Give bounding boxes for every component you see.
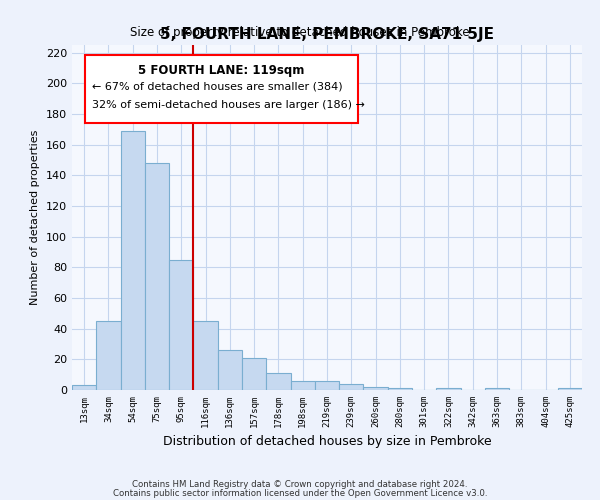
Text: Contains public sector information licensed under the Open Government Licence v3: Contains public sector information licen…	[113, 488, 487, 498]
Text: Contains HM Land Registry data © Crown copyright and database right 2024.: Contains HM Land Registry data © Crown c…	[132, 480, 468, 489]
Bar	[169, 260, 193, 390]
Text: Size of property relative to detached houses in Pembroke: Size of property relative to detached ho…	[130, 26, 470, 39]
Bar	[145, 163, 169, 390]
Bar	[121, 131, 145, 390]
Bar	[218, 350, 242, 390]
Bar	[315, 381, 339, 390]
Bar	[193, 321, 218, 390]
Text: ← 67% of detached houses are smaller (384): ← 67% of detached houses are smaller (38…	[92, 81, 343, 91]
Text: 32% of semi-detached houses are larger (186) →: 32% of semi-detached houses are larger (…	[92, 100, 365, 110]
Text: 5 FOURTH LANE: 119sqm: 5 FOURTH LANE: 119sqm	[138, 64, 304, 77]
Bar	[242, 358, 266, 390]
Bar	[339, 384, 364, 390]
Title: 5, FOURTH LANE, PEMBROKE, SA71 5JE: 5, FOURTH LANE, PEMBROKE, SA71 5JE	[160, 28, 494, 42]
Bar	[436, 388, 461, 390]
Bar	[388, 388, 412, 390]
X-axis label: Distribution of detached houses by size in Pembroke: Distribution of detached houses by size …	[163, 436, 491, 448]
Bar	[266, 373, 290, 390]
Bar	[485, 388, 509, 390]
Bar	[364, 387, 388, 390]
Y-axis label: Number of detached properties: Number of detached properties	[31, 130, 40, 305]
Bar	[558, 388, 582, 390]
FancyBboxPatch shape	[85, 56, 358, 122]
Bar	[72, 386, 96, 390]
Bar	[290, 381, 315, 390]
Bar	[96, 321, 121, 390]
